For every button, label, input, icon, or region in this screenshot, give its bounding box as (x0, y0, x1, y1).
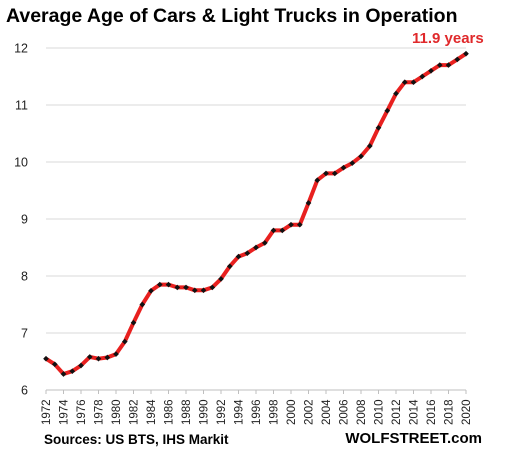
data-point-1987 (174, 284, 181, 291)
y-axis-ticks: 6 7 8 9 10 11 12 (14, 42, 28, 398)
data-point-2009 (366, 143, 373, 149)
data-point-2010 (375, 124, 382, 131)
data-point-1976 (78, 362, 84, 369)
data-point-1992 (218, 276, 224, 282)
x-tick-label-1974: 1974 (59, 399, 71, 425)
x-tick-label-1980: 1980 (111, 399, 123, 425)
data-point-2000 (288, 221, 294, 228)
data-point-1979 (104, 354, 111, 361)
x-tick-label-1992: 1992 (216, 399, 228, 425)
x-tick-label-1996: 1996 (251, 399, 263, 425)
series-line (44, 51, 468, 376)
data-point-1977 (86, 354, 93, 360)
data-point-1993 (226, 263, 233, 270)
data-point-1981 (121, 338, 128, 345)
data-point-1980 (113, 351, 119, 357)
x-tick-label-2002: 2002 (304, 399, 316, 425)
data-point-2012 (393, 90, 399, 97)
data-point-1989 (191, 287, 198, 294)
data-point-1995 (244, 250, 251, 257)
age-markers (43, 50, 469, 377)
x-tick-label-1986: 1986 (164, 399, 176, 425)
data-point-2002 (305, 200, 312, 206)
data-point-2006 (340, 164, 347, 171)
y-tick-label-6: 6 (21, 384, 28, 398)
x-tick-label-1982: 1982 (129, 399, 141, 425)
data-point-1999 (279, 227, 286, 234)
data-point-1982 (130, 319, 137, 326)
data-point-1984 (148, 287, 154, 294)
x-tick-label-2018: 2018 (444, 399, 456, 425)
data-point-1983 (139, 301, 146, 308)
source-note: Sources: US BTS, IHS Markit (44, 432, 229, 447)
x-tick-label-2016: 2016 (426, 399, 438, 425)
data-point-2004 (323, 170, 329, 177)
x-tick-label-2020: 2020 (461, 399, 473, 425)
x-tick-label-1998: 1998 (269, 399, 281, 425)
data-point-1996 (253, 244, 259, 251)
data-point-1997 (261, 240, 268, 246)
data-point-2001 (296, 221, 303, 228)
data-point-1998 (270, 227, 277, 234)
data-point-2014 (410, 79, 417, 86)
data-point-1975 (69, 368, 76, 375)
y-tick-label-7: 7 (21, 327, 28, 341)
x-tick-label-1978: 1978 (94, 399, 106, 425)
x-tick-label-2000: 2000 (286, 399, 298, 425)
x-axis-ticks: 1972 1974 1976 1978 1980 1982 1984 1986 1988 1990… (41, 390, 473, 425)
x-tick-label-2010: 2010 (374, 399, 386, 425)
x-tick-label-2006: 2006 (339, 399, 351, 425)
data-point-2007 (349, 160, 356, 166)
gridlines (46, 47, 466, 391)
data-point-1986 (165, 281, 172, 288)
x-tick-label-1972: 1972 (41, 399, 53, 425)
x-tick-label-1994: 1994 (234, 399, 246, 425)
data-point-1994 (235, 253, 242, 260)
data-point-1988 (183, 284, 189, 291)
data-point-2015 (419, 73, 426, 80)
data-point-1978 (95, 355, 102, 362)
data-point-2003 (314, 177, 321, 184)
y-tick-label-8: 8 (21, 270, 28, 284)
data-point-2005 (331, 170, 338, 177)
data-point-2011 (384, 107, 391, 114)
x-tick-label-1990: 1990 (199, 399, 211, 425)
chart-title: Average Age of Cars & Light Trucks in Op… (6, 5, 458, 27)
latest-value-annotation: 11.9 years (412, 30, 484, 47)
data-point-1985 (156, 281, 163, 288)
data-point-1990 (200, 287, 207, 294)
data-point-2016 (428, 67, 434, 74)
x-tick-label-2008: 2008 (356, 399, 368, 425)
y-tick-label-10: 10 (14, 156, 28, 170)
brand-label: WOLFSTREET.com (345, 430, 482, 447)
data-point-1991 (209, 284, 216, 291)
data-point-2008 (358, 153, 364, 160)
x-tick-label-2014: 2014 (409, 399, 421, 425)
x-tick-label-1976: 1976 (76, 399, 88, 425)
y-tick-label-11: 11 (15, 99, 28, 113)
age-series (44, 51, 468, 376)
x-tick-label-2012: 2012 (391, 399, 403, 425)
x-tick-label-1988: 1988 (181, 399, 193, 425)
x-tick-label-1984: 1984 (146, 399, 158, 425)
x-tick-label-2004: 2004 (321, 399, 333, 425)
y-tick-label-9: 9 (21, 213, 28, 227)
data-point-2013 (401, 79, 408, 86)
y-tick-label-12: 12 (14, 42, 28, 56)
